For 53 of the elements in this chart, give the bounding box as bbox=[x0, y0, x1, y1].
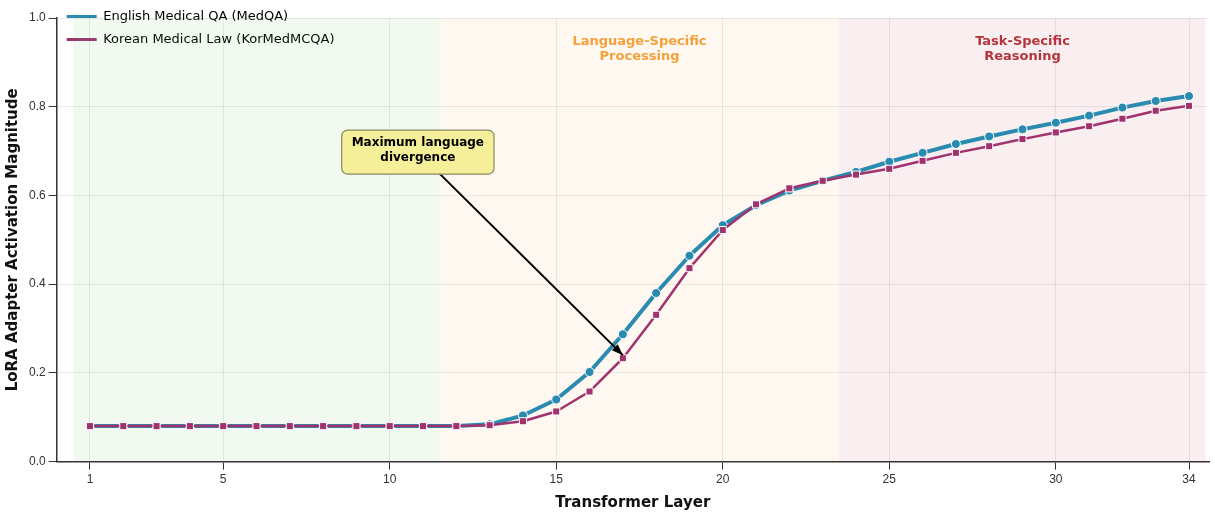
legend-label: Korean Medical Law (KorMedMCQA) bbox=[103, 30, 335, 46]
point bbox=[585, 387, 594, 396]
y-tick-label: 0.6 bbox=[28, 187, 46, 202]
point bbox=[1184, 91, 1195, 102]
x-tick-label: 20 bbox=[716, 472, 730, 487]
x-tick-label: 5 bbox=[219, 472, 227, 487]
x-axis-title: Transformer Layer bbox=[555, 492, 711, 511]
point bbox=[851, 170, 861, 179]
point bbox=[1084, 110, 1095, 121]
y-tick-label: 0.0 bbox=[28, 453, 46, 468]
point bbox=[1051, 128, 1060, 137]
point bbox=[1050, 117, 1061, 128]
point bbox=[1017, 124, 1028, 135]
y-tick-label: 0.2 bbox=[28, 365, 46, 380]
point bbox=[884, 156, 895, 167]
point bbox=[551, 394, 562, 405]
point bbox=[684, 250, 695, 261]
x-tick-label: 10 bbox=[383, 472, 397, 487]
x-tick-label: 30 bbox=[1049, 472, 1063, 487]
x-tick-label: 1 bbox=[86, 472, 94, 487]
point bbox=[1117, 102, 1128, 113]
point bbox=[984, 131, 995, 142]
x-tick-label: 25 bbox=[882, 472, 897, 487]
point bbox=[584, 366, 595, 377]
point bbox=[651, 288, 662, 299]
y-tick-label: 0.8 bbox=[28, 99, 46, 114]
point bbox=[652, 310, 661, 319]
point bbox=[985, 142, 994, 151]
band-label: Task-Specific Reasoning bbox=[975, 32, 1070, 63]
point bbox=[1085, 122, 1094, 131]
point bbox=[950, 138, 961, 149]
point bbox=[918, 156, 927, 165]
point bbox=[618, 354, 627, 363]
point bbox=[951, 148, 960, 157]
point bbox=[1184, 101, 1194, 110]
point bbox=[552, 407, 561, 416]
point bbox=[1118, 114, 1127, 123]
band-label: Language-Specific Processing bbox=[572, 32, 707, 63]
point bbox=[518, 417, 527, 426]
y-axis-title: LoRA Adapter Activation Magnitude bbox=[2, 88, 21, 392]
x-tick-label: 34 bbox=[1182, 472, 1197, 487]
x-tick-label: 15 bbox=[549, 472, 564, 487]
y-tick-label: 1.0 bbox=[28, 10, 46, 25]
point bbox=[1151, 106, 1160, 115]
point bbox=[718, 226, 727, 235]
y-tick-label: 0.4 bbox=[28, 276, 46, 291]
point bbox=[1150, 95, 1161, 106]
point bbox=[917, 147, 928, 158]
point bbox=[617, 329, 628, 340]
annotation: Maximum language divergence bbox=[351, 135, 485, 165]
point bbox=[685, 264, 694, 273]
legend-label: English Medical QA (MedQA) bbox=[103, 7, 289, 23]
point bbox=[885, 164, 894, 173]
